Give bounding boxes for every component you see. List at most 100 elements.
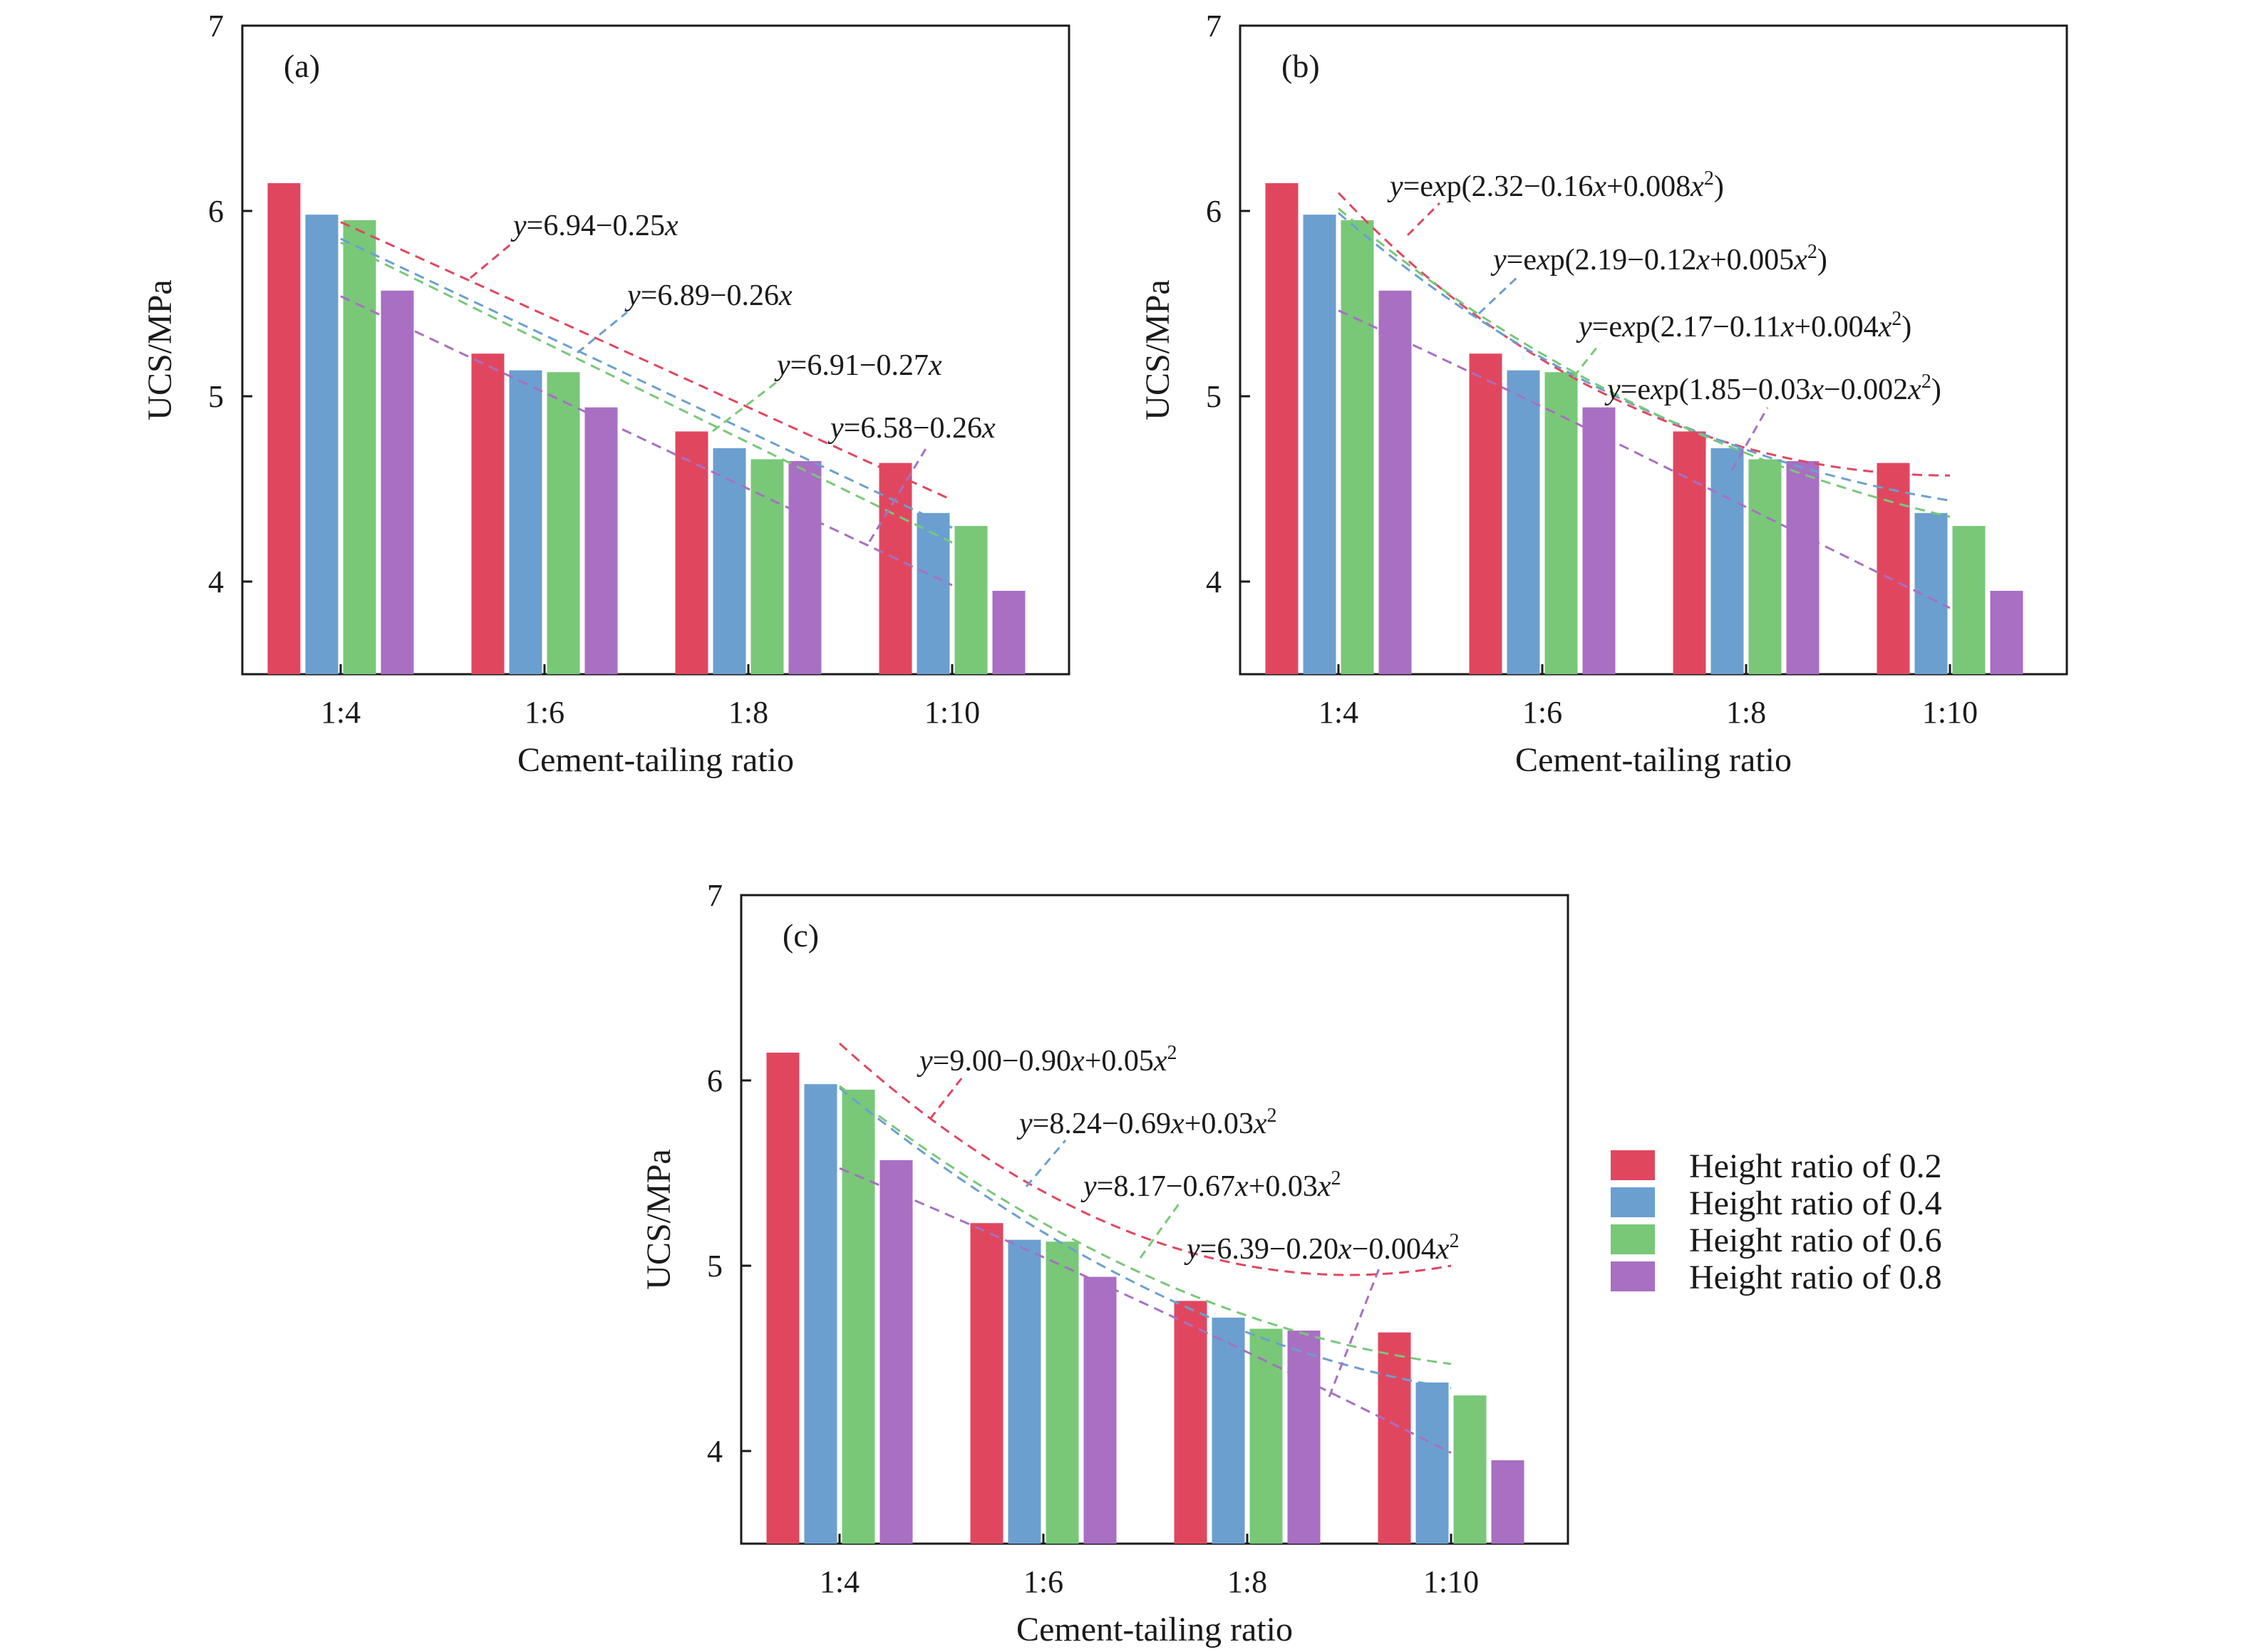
panel-b: (b) Cement-tailing ratio UCS/MPa 4 5 6 7 1:4… — [1139, 9, 2068, 779]
x-tick-label: 1:6 — [1023, 1564, 1063, 1599]
fit-curve-s3 — [839, 1167, 1452, 1454]
bar-1-6-s1 — [509, 370, 542, 674]
plot-frame — [1239, 24, 2068, 676]
x-tick-label: 1:4 — [820, 1564, 860, 1599]
bar-1-8-s0 — [1174, 1301, 1207, 1544]
bar-1-8-s2 — [1748, 459, 1782, 674]
bar-1-8-s0 — [675, 431, 708, 674]
fit-curve-s0 — [1337, 192, 1951, 477]
fit-equations: y=exp(2.32−0.16x+0.008x2​) y=exp(2.19−0.1… — [1387, 167, 1941, 471]
x-tick-label: 1:8 — [728, 695, 768, 730]
equation-leader-s1 — [1025, 1140, 1067, 1187]
bar-1-10-s1 — [917, 512, 950, 674]
fit-equation-s3: y=6.58−0.26x — [827, 412, 996, 445]
axis-ticks: 4 5 6 7 1:4 1:6 1:8 1:10 — [707, 878, 1479, 1599]
y-tick-label: 6 — [707, 1063, 723, 1098]
bar-1-4-s2 — [1341, 220, 1374, 674]
bar-1-4-s0 — [1265, 183, 1299, 674]
equation-leader-s0 — [470, 241, 514, 279]
legend-swatch-0 — [1611, 1150, 1655, 1180]
x-axis-title: Cement-tailing ratio — [1016, 1611, 1293, 1648]
fit-curve-s1 — [340, 237, 953, 529]
bar-1-10-s0 — [1877, 463, 1910, 674]
bar-1-10-s3 — [1990, 591, 2023, 674]
panel-label: (c) — [783, 917, 819, 954]
bar-1-6-s0 — [1469, 353, 1502, 674]
bar-1-4-s3 — [1378, 290, 1412, 674]
plot-frame — [241, 24, 1070, 676]
y-axis-title: UCS/MPa — [1139, 279, 1177, 420]
bar-1-4-s3 — [381, 290, 414, 674]
fit-curves — [838, 1042, 1452, 1454]
fit-curve-s2 — [839, 1085, 1452, 1366]
equation-leader-s3 — [868, 447, 928, 542]
bars — [267, 183, 1026, 674]
equation-leader-s0 — [1406, 202, 1441, 237]
bar-1-10-s2 — [1952, 526, 1986, 674]
fit-equation-s0: y=9.00−0.90x+0.05x2​ — [917, 1042, 1177, 1078]
y-tick-label: 6 — [208, 194, 224, 229]
legend: Height ratio of 0.2 Height ratio of 0.4 … — [1611, 1147, 1942, 1296]
equation-leader-s2 — [1139, 1202, 1181, 1259]
bar-1-8-s3 — [1786, 461, 1820, 674]
x-axis-title: Cement-tailing ratio — [1515, 741, 1792, 779]
panel-a: (a) Cement-tailing ratio UCS/MPa 4 5 6 7 1:4… — [141, 9, 1070, 779]
fit-equation-s2: y=exp(2.17−0.11x+0.004x2​) — [1576, 308, 1911, 344]
y-tick-label: 5 — [707, 1249, 723, 1284]
bar-1-8-s2 — [1249, 1328, 1283, 1544]
x-tick-label: 1:8 — [1726, 695, 1766, 730]
y-tick-label: 4 — [707, 1434, 723, 1469]
fit-curve-s3 — [1338, 309, 1951, 609]
equation-leader-s2 — [1563, 343, 1601, 389]
x-tick-label: 1:10 — [1922, 695, 1978, 730]
bar-1-8-s3 — [1287, 1331, 1321, 1544]
axis-ticks: 4 5 6 7 1:4 1:6 1:8 1:10 — [1206, 9, 1978, 730]
bar-1-6-s2 — [547, 372, 580, 674]
bar-1-4-s3 — [879, 1160, 913, 1544]
bar-1-8-s3 — [788, 461, 822, 674]
bars — [766, 1053, 1524, 1544]
bar-1-4-s2 — [842, 1090, 875, 1544]
bar-1-8-s1 — [1710, 448, 1744, 674]
bar-1-6-s1 — [1008, 1239, 1041, 1544]
fit-equation-s3: y=exp(1.85−0.03x−0.002x2​) — [1604, 371, 1941, 406]
bar-1-4-s1 — [1303, 215, 1336, 674]
legend-swatch-3 — [1611, 1261, 1655, 1291]
fit-curve-s0 — [340, 221, 953, 501]
equation-leader-s3 — [1730, 407, 1769, 471]
x-axis-title: Cement-tailing ratio — [517, 741, 794, 779]
bar-1-4-s2 — [343, 220, 376, 674]
fit-equations: y=6.94−0.25x y=6.89−0.26x y=6.91−0.27x y=6.… — [470, 210, 996, 542]
bar-1-4-s0 — [766, 1053, 800, 1544]
bar-1-6-s3 — [584, 407, 618, 674]
y-tick-label: 4 — [1206, 564, 1222, 599]
bar-1-10-s2 — [954, 526, 988, 674]
bar-1-8-s2 — [750, 459, 784, 674]
bar-1-4-s1 — [305, 215, 339, 674]
y-axis-title: UCS/MPa — [640, 1149, 678, 1289]
bar-1-10-s3 — [992, 591, 1026, 674]
fit-curve-s2 — [1338, 207, 1951, 518]
legend-label-1: Height ratio of 0.4 — [1689, 1184, 1942, 1222]
y-tick-label: 4 — [208, 564, 224, 599]
fit-equation-s2: y=6.91−0.27x — [774, 349, 942, 382]
fit-curve-s0 — [838, 1042, 1452, 1276]
x-tick-label: 1:6 — [1522, 695, 1562, 730]
x-tick-label: 1:6 — [525, 695, 564, 730]
legend-swatch-2 — [1611, 1224, 1655, 1254]
bars — [1265, 183, 2023, 674]
fit-equation-s1: y=exp(2.19−0.12x+0.005x2​) — [1490, 241, 1827, 277]
legend-label-3: Height ratio of 0.8 — [1689, 1259, 1942, 1296]
bar-1-6-s0 — [970, 1223, 1003, 1544]
x-tick-label: 1:10 — [924, 695, 980, 730]
equation-leader-s1 — [1477, 275, 1519, 315]
fit-curve-s3 — [340, 295, 953, 587]
bar-1-6-s2 — [1046, 1241, 1079, 1544]
y-tick-label: 6 — [1206, 194, 1222, 229]
x-tick-label: 1:8 — [1227, 1564, 1267, 1599]
fit-equations: y=9.00−0.90x+0.05x2​ y=8.24−0.69x+0.03x2​… — [917, 1042, 1460, 1398]
bar-1-10-s0 — [1378, 1332, 1411, 1544]
y-tick-label: 5 — [1206, 379, 1222, 414]
bar-1-4-s0 — [267, 183, 301, 674]
